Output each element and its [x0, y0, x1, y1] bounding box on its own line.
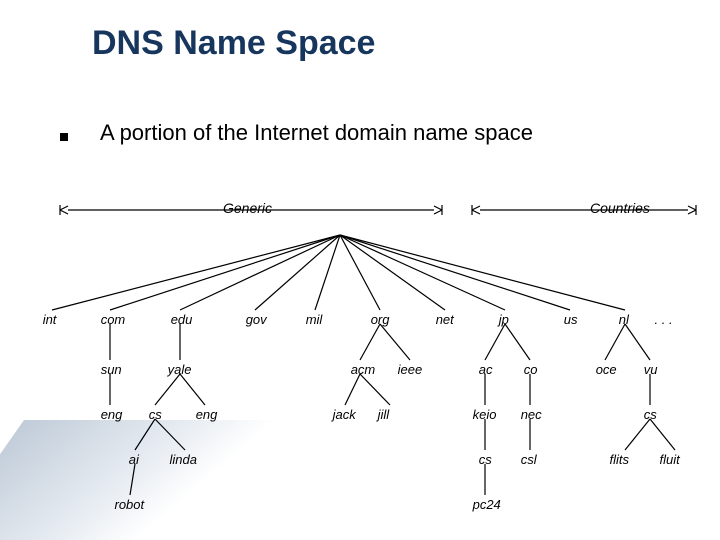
node-ai: ai	[129, 452, 139, 467]
node-csl: csl	[521, 452, 537, 467]
node-edu: edu	[171, 312, 193, 327]
section-header-countries: Countries	[590, 200, 650, 216]
node-int: int	[43, 312, 57, 327]
node-ieee: ieee	[398, 362, 423, 377]
node-nec: nec	[521, 407, 542, 422]
node-cs_keio: cs	[479, 452, 492, 467]
node-jp: jp	[499, 312, 509, 327]
node-us: us	[564, 312, 578, 327]
node-dots: . . .	[655, 312, 673, 327]
node-pc24: pc24	[473, 497, 501, 512]
node-com: com	[101, 312, 126, 327]
node-cs_vu: cs	[644, 407, 657, 422]
node-fluit: fluit	[660, 452, 680, 467]
node-sun: sun	[101, 362, 122, 377]
node-vu: vu	[644, 362, 658, 377]
node-nl: nl	[619, 312, 629, 327]
node-org: org	[371, 312, 390, 327]
node-oce: oce	[596, 362, 617, 377]
node-jill: jill	[378, 407, 390, 422]
node-net: net	[436, 312, 454, 327]
node-flits: flits	[610, 452, 630, 467]
node-gov: gov	[246, 312, 267, 327]
node-acm: acm	[351, 362, 376, 377]
node-co: co	[524, 362, 538, 377]
node-keio: keio	[473, 407, 497, 422]
node-linda: linda	[170, 452, 197, 467]
section-header-generic: Generic	[223, 200, 272, 216]
node-eng_yale: eng	[196, 407, 218, 422]
node-eng_sun: eng	[101, 407, 123, 422]
node-cs_yale: cs	[149, 407, 162, 422]
node-ac: ac	[479, 362, 493, 377]
node-robot: robot	[115, 497, 145, 512]
node-mil: mil	[306, 312, 323, 327]
node-yale: yale	[168, 362, 192, 377]
node-jack: jack	[333, 407, 356, 422]
